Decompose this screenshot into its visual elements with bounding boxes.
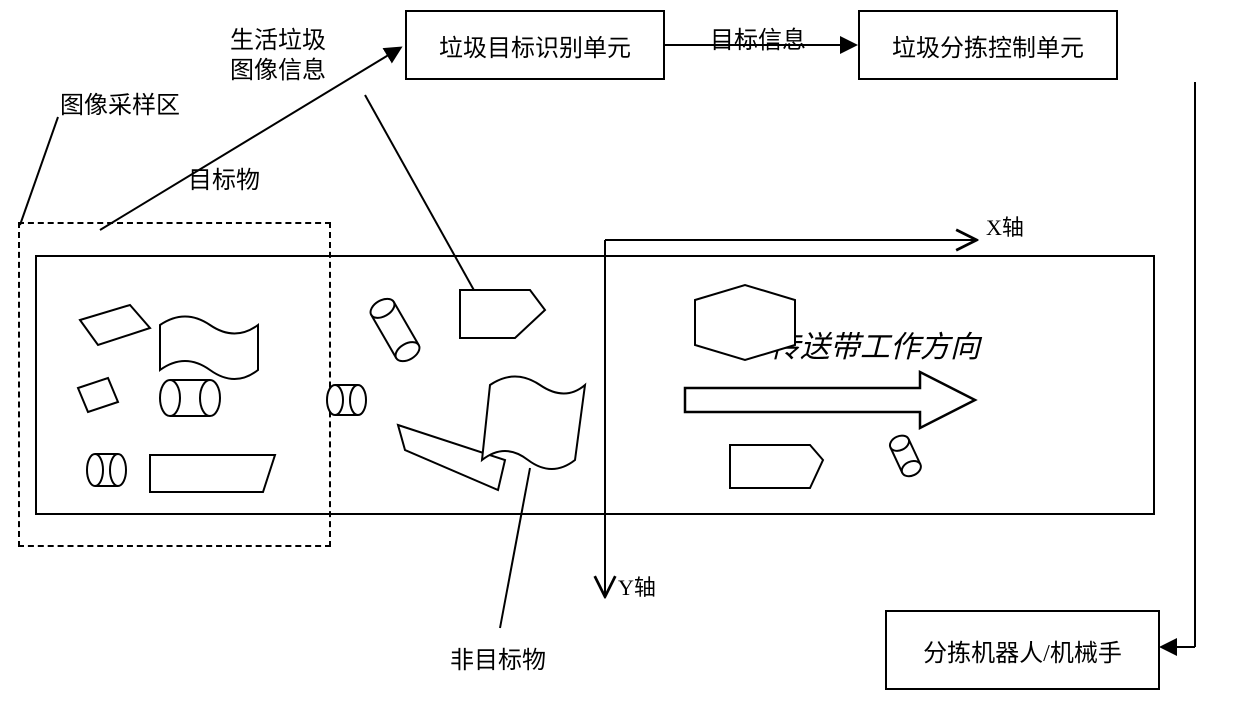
target-info-label: 目标信息 (710, 20, 806, 55)
y-axis-label: Y轴 (618, 570, 656, 602)
x-axis-label: X轴 (986, 210, 1024, 242)
recognition-unit-box: 垃圾目标识别单元 (405, 10, 665, 80)
control-unit-label: 垃圾分拣控制单元 (892, 28, 1084, 63)
robot-box: 分拣机器人/机械手 (885, 610, 1160, 690)
conveyor-direction-label: 传送带工作方向 (770, 322, 980, 366)
sampling-zone-label: 图像采样区 (60, 85, 180, 120)
robot-label: 分拣机器人/机械手 (923, 633, 1122, 668)
image-info-label: 图像信息 (230, 50, 326, 85)
target-obj-label: 目标物 (188, 160, 260, 195)
control-unit-box: 垃圾分拣控制单元 (858, 10, 1118, 80)
sampling-zone-box (18, 222, 331, 547)
sampling-leader-line (20, 117, 58, 225)
non-target-label: 非目标物 (450, 640, 546, 675)
recognition-unit-label: 垃圾目标识别单元 (439, 28, 631, 63)
